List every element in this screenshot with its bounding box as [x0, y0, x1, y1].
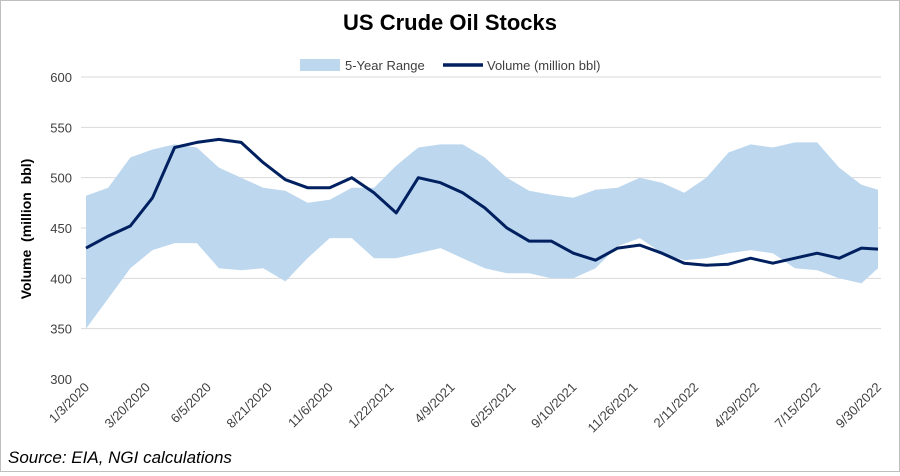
x-tick-label: 11/6/2020	[285, 380, 336, 431]
x-tick-label: 1/22/2021	[345, 380, 397, 432]
y-tick-label: 500	[50, 171, 72, 186]
x-tick-label: 9/10/2021	[528, 380, 580, 432]
legend: 5-Year Range Volume (million bbl)	[300, 58, 600, 73]
y-tick-label: 300	[50, 372, 72, 387]
y-axis-label: Volume (million bbl)	[18, 159, 34, 300]
x-tick-label: 2/11/2022	[651, 380, 702, 431]
x-tick-label: 4/29/2022	[711, 380, 763, 432]
x-tick-label: 8/21/2020	[223, 380, 275, 432]
x-tick-label: 7/15/2022	[772, 380, 824, 432]
x-tick-label: 11/26/2021	[584, 380, 640, 436]
x-tick-label: 6/25/2021	[467, 380, 519, 432]
chart-title: US Crude Oil Stocks	[343, 10, 557, 35]
x-tick-label: 6/5/2020	[168, 380, 214, 426]
source-note: Source: EIA, NGI calculations	[8, 448, 232, 467]
x-tick-label: 3/20/2020	[102, 380, 154, 432]
x-tick-label: 9/30/2022	[833, 380, 885, 432]
legend-label-volume: Volume (million bbl)	[487, 58, 600, 73]
x-tick-label: 4/9/2021	[411, 380, 457, 426]
y-tick-label: 350	[50, 322, 72, 337]
y-tick-label: 600	[50, 70, 72, 85]
legend-swatch-range	[300, 59, 340, 71]
y-tick-label: 550	[50, 120, 72, 135]
y-tick-label: 450	[50, 221, 72, 236]
legend-label-range: 5-Year Range	[345, 58, 425, 73]
range-area	[86, 142, 878, 328]
y-tick-label: 400	[50, 271, 72, 286]
